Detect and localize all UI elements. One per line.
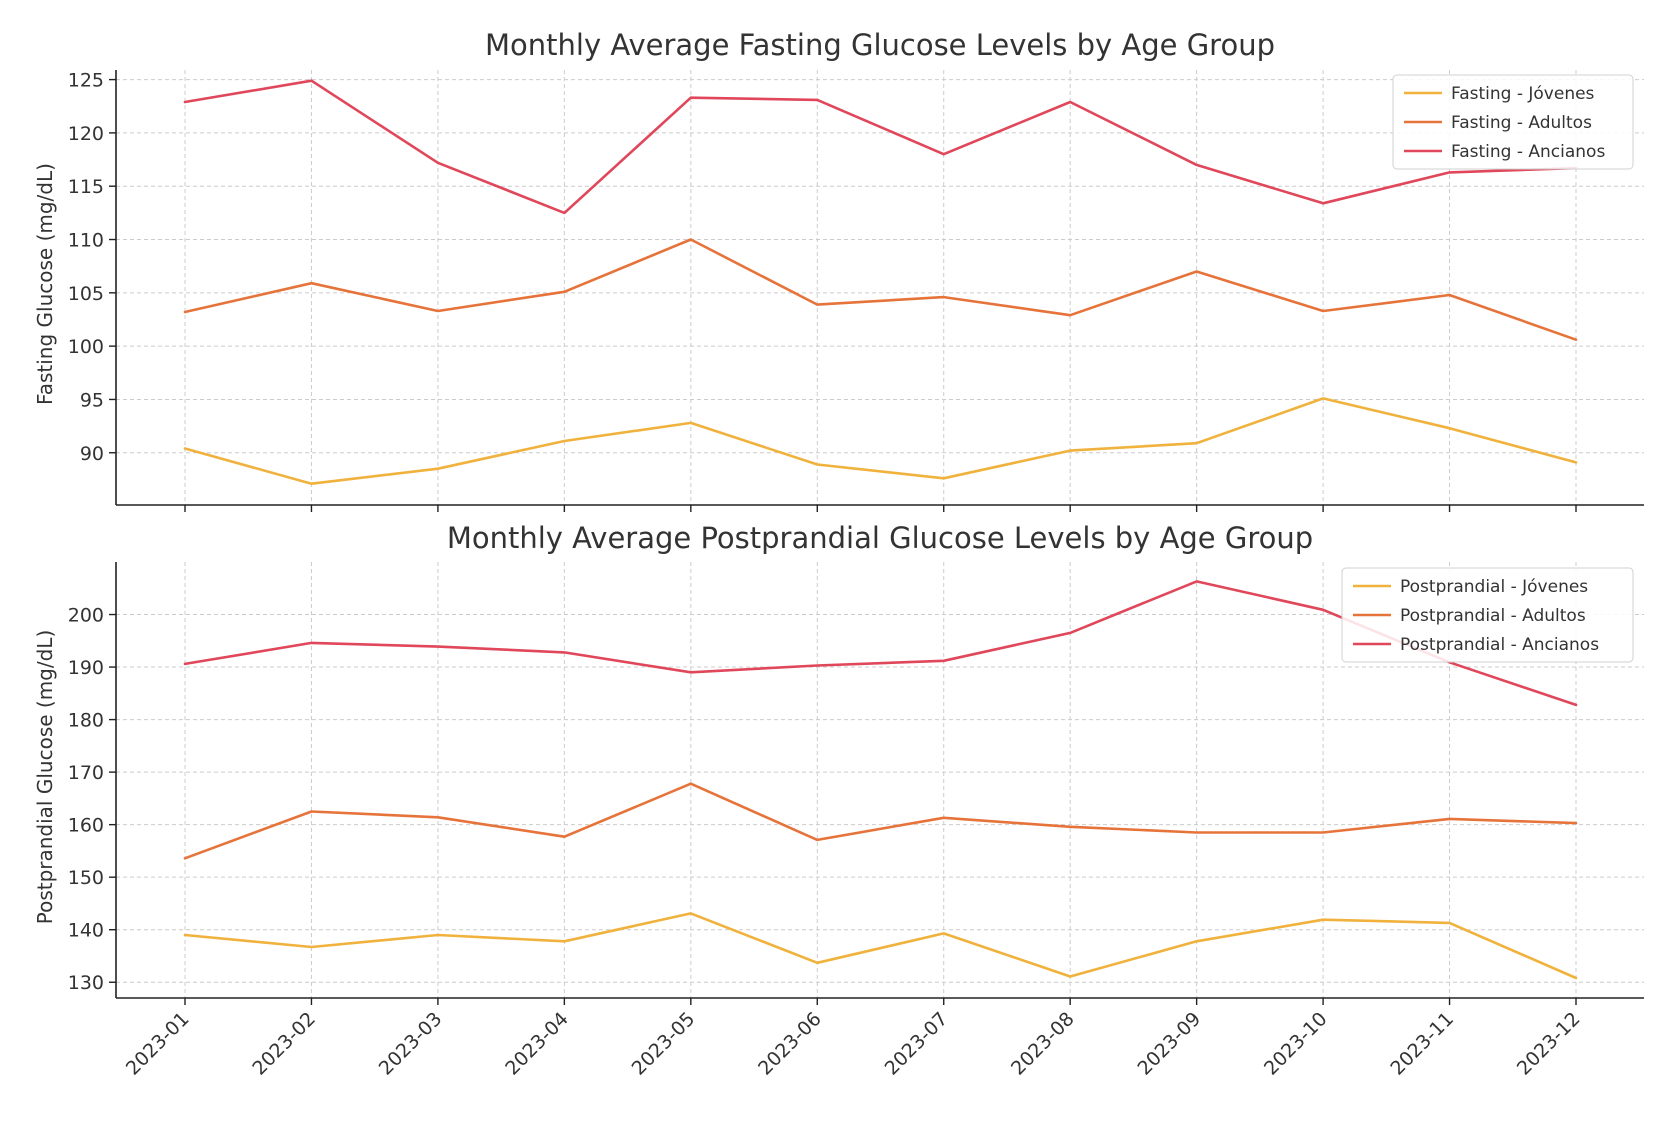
y-tick-label: 90: [80, 443, 104, 465]
y-tick-label: 190: [68, 657, 104, 679]
y-axis-label-fasting: Fasting Glucose (mg/dL): [33, 163, 57, 405]
legend-label: Fasting - Adultos: [1451, 113, 1592, 133]
legend-label: Postprandial - Jóvenes: [1400, 577, 1588, 597]
y-tick-label: 150: [68, 867, 104, 889]
x-tick-label: 2023-01: [122, 1008, 194, 1080]
y-tick-label: 95: [80, 389, 104, 411]
y-tick-label: 110: [68, 230, 104, 252]
x-tick-label: 2023-12: [1513, 1008, 1585, 1080]
chart-title-fasting: Monthly Average Fasting Glucose Levels b…: [485, 28, 1275, 62]
series-line-postprandial-1: [185, 913, 1576, 978]
y-tick-label: 115: [68, 176, 104, 198]
y-tick-label: 140: [68, 920, 104, 942]
y-tick-label: 160: [68, 815, 104, 837]
y-tick-label: 100: [68, 336, 104, 358]
x-tick-label: 2023-05: [628, 1008, 700, 1080]
y-tick-label: 105: [68, 283, 104, 305]
x-tick-label: 2023-07: [881, 1008, 953, 1080]
legend-label: Postprandial - Adultos: [1400, 606, 1586, 626]
y-tick-label: 130: [68, 972, 104, 994]
x-tick-label: 2023-04: [501, 1008, 573, 1080]
x-tick-label: 2023-08: [1007, 1008, 1079, 1080]
x-tick-label: 2023-03: [375, 1008, 447, 1080]
x-tick-label: 2023-02: [248, 1008, 320, 1080]
y-tick-label: 120: [68, 123, 104, 145]
legend-label: Fasting - Jóvenes: [1451, 84, 1595, 104]
y-tick-label: 180: [68, 710, 104, 732]
postprandial-panel: 130 140 150 160 170 180 190 200 2023-01 2023-02 20…: [68, 562, 1644, 1080]
series-line-postprandial-2: [185, 784, 1576, 859]
y-tick-label: 125: [68, 70, 104, 92]
legend-label: Fasting - Ancianos: [1451, 142, 1605, 162]
series-line-fasting-2: [185, 240, 1576, 340]
series-line-fasting-3: [185, 81, 1576, 213]
y-axis-label-postprandial: Postprandial Glucose (mg/dL): [33, 630, 57, 925]
series-line-fasting-1: [185, 398, 1576, 483]
x-tick-label: 2023-10: [1260, 1008, 1332, 1080]
y-tick-label: 170: [68, 762, 104, 784]
legend-label: Postprandial - Ancianos: [1400, 635, 1599, 655]
legend-fasting: Fasting - Jóvenes Fasting - Adultos Fastin…: [1393, 75, 1633, 169]
x-tick-label: 2023-06: [754, 1008, 826, 1080]
chart-title-postprandial: Monthly Average Postprandial Glucose Lev…: [447, 521, 1313, 555]
x-tick-label: 2023-11: [1386, 1008, 1458, 1080]
legend-postprandial: Postprandial - Jóvenes Postprandial - Adu…: [1342, 568, 1633, 662]
x-tick-label: 2023-09: [1133, 1008, 1205, 1080]
y-tick-label: 200: [68, 605, 104, 627]
